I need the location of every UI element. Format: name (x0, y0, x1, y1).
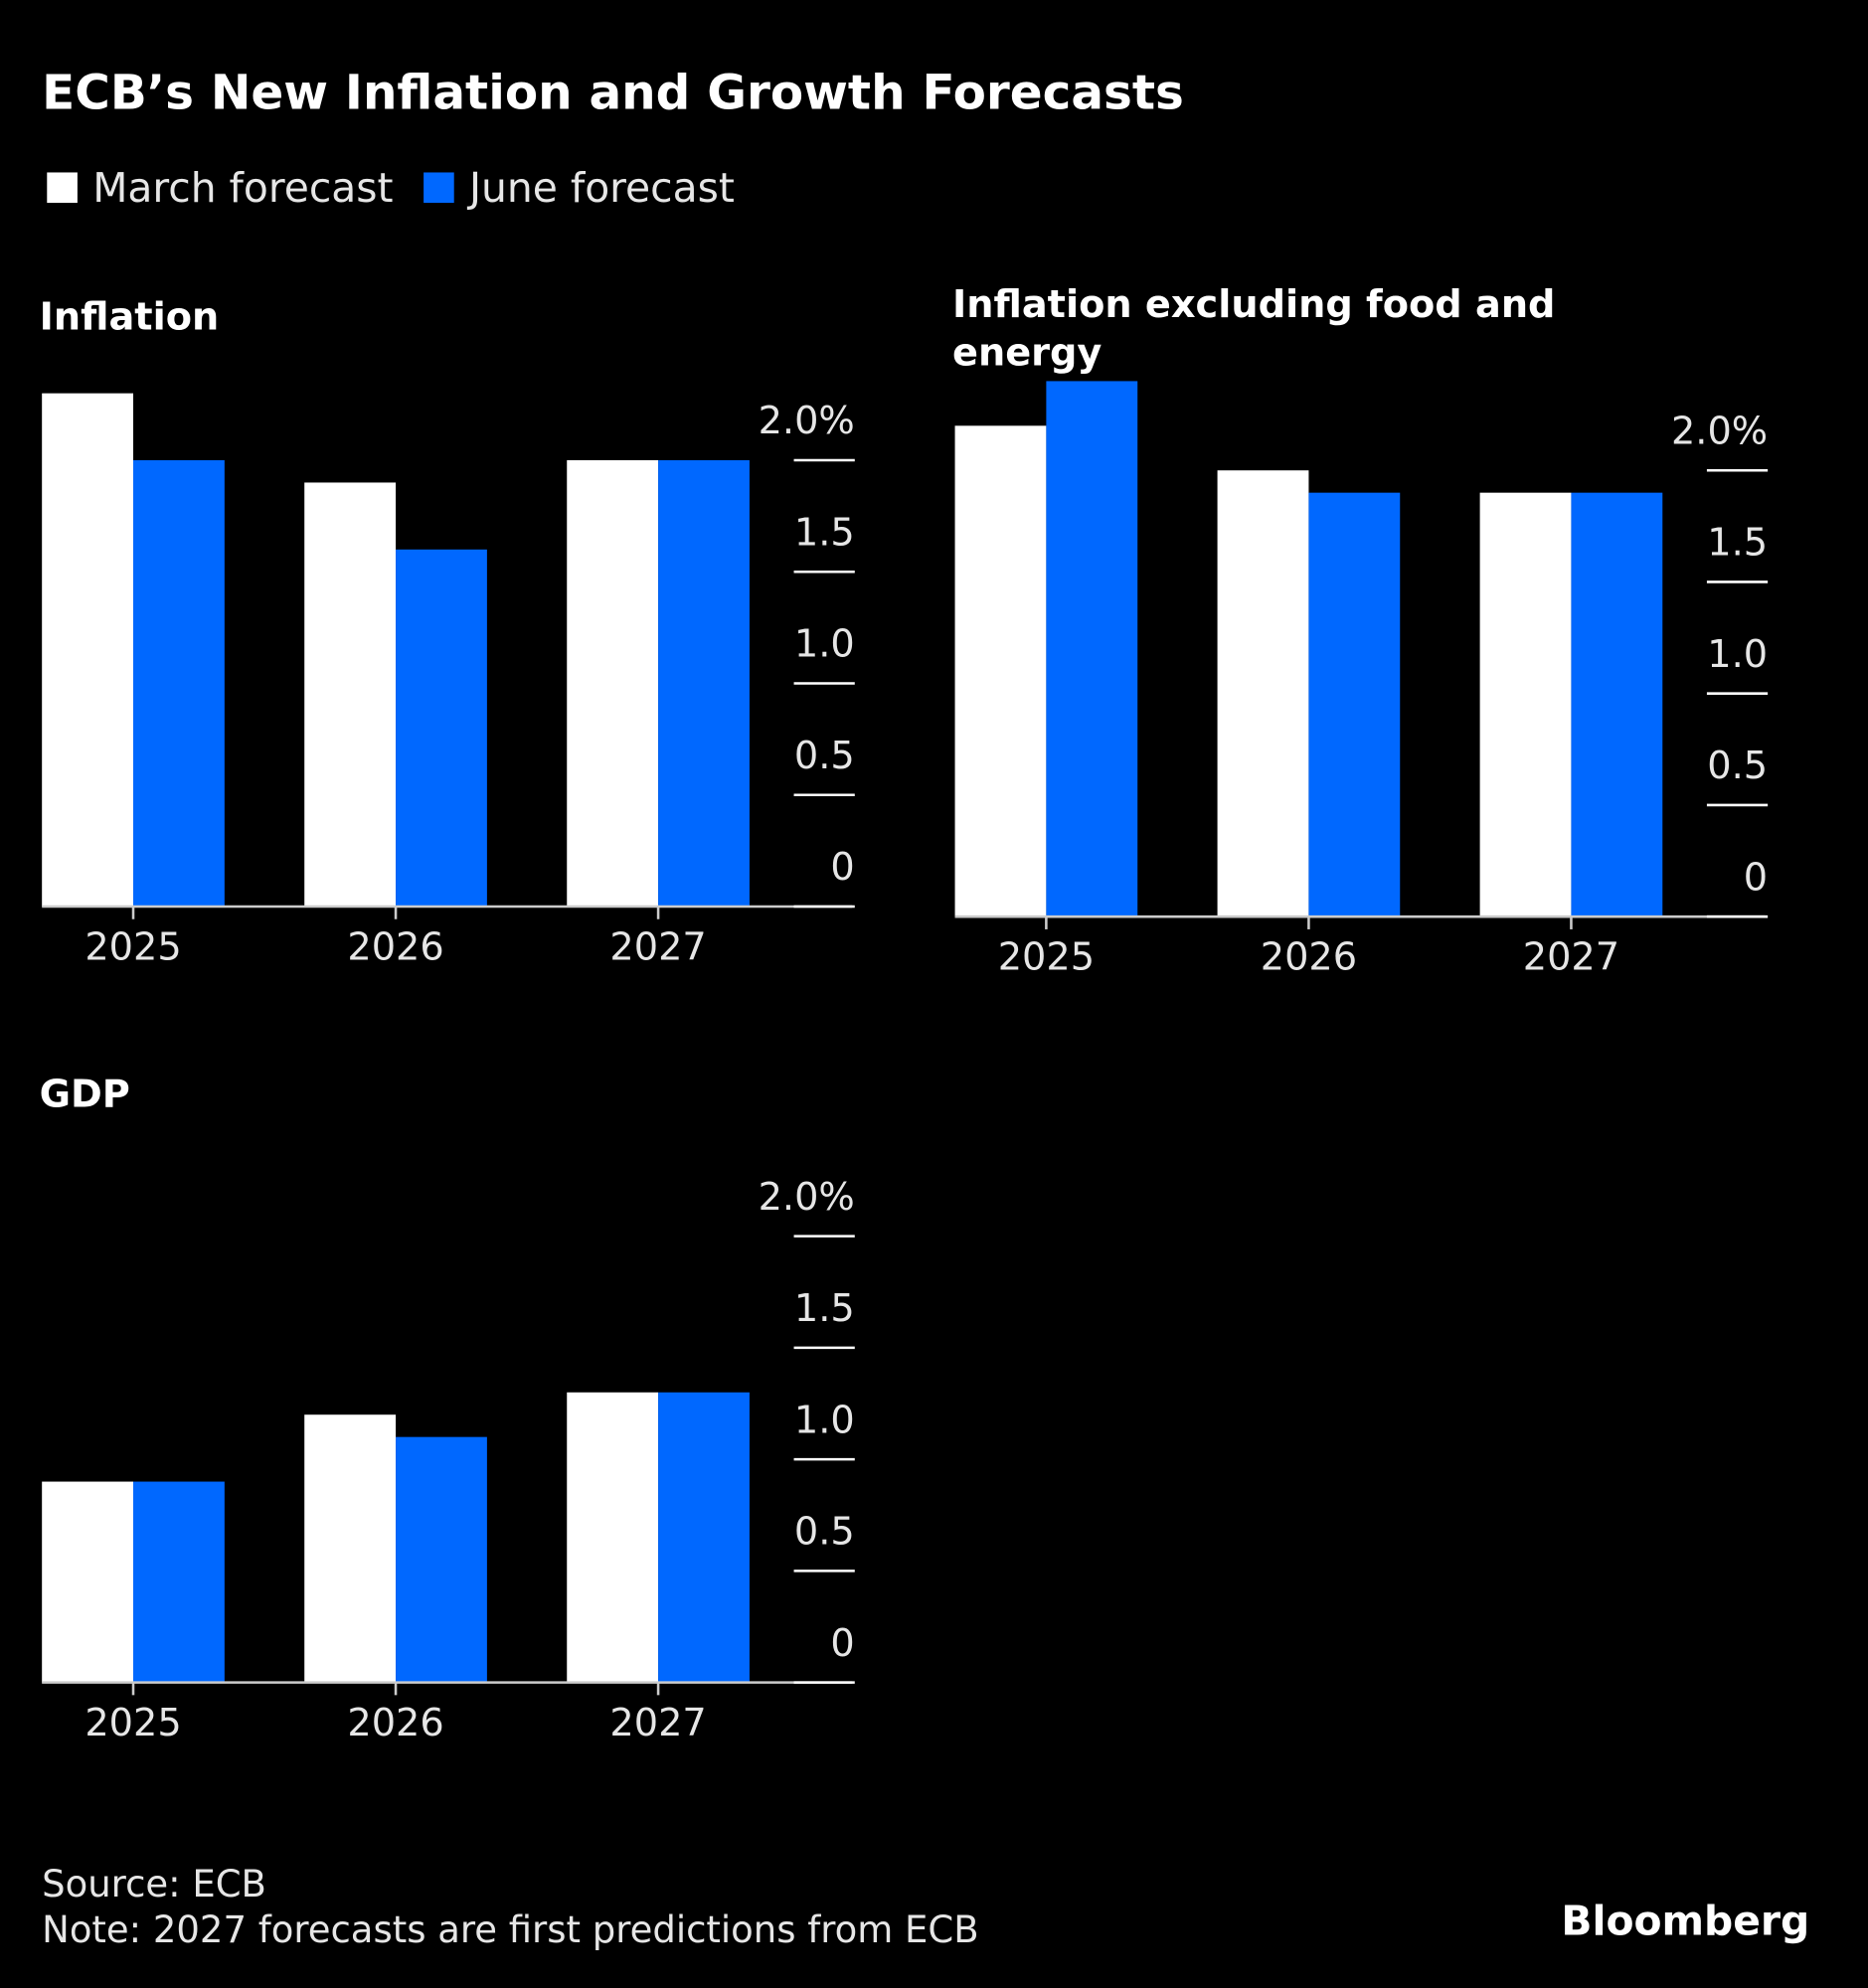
legend-swatch (424, 172, 454, 204)
bar (396, 1436, 487, 1683)
bar (304, 482, 397, 907)
bar (567, 460, 659, 907)
bar (1308, 492, 1401, 917)
x-tick-label: 2026 (347, 1701, 443, 1745)
legend-label: March forecast (92, 164, 393, 212)
y-tick-label: 0.5 (794, 734, 855, 778)
bar (1046, 381, 1138, 917)
note: Note: 2027 forecasts are first predictio… (42, 1908, 978, 1951)
x-tick-label: 2027 (609, 1701, 706, 1745)
x-tick-label: 2027 (609, 925, 706, 970)
legend-label: June forecast (466, 164, 735, 212)
chart-title: ECB’s New Inflation and Growth Forecasts (42, 66, 1184, 121)
x-tick-label: 2027 (1523, 935, 1619, 980)
panel-title: Inflation excluding food and energy (951, 282, 1556, 376)
y-tick-label: 2.0% (1671, 409, 1768, 453)
x-tick-label: 2025 (85, 1701, 181, 1745)
y-tick-label: 1.5 (794, 1286, 855, 1331)
panel-title: Inflation (39, 295, 220, 340)
bar (133, 460, 225, 907)
bar (1479, 492, 1572, 917)
x-tick-label: 2025 (85, 925, 181, 970)
y-tick-label: 0 (1744, 855, 1768, 900)
brand: Bloomberg (1561, 1897, 1809, 1944)
panel-title-box: GDP (39, 1073, 130, 1117)
x-tick-label: 2025 (998, 935, 1095, 980)
bar (304, 1414, 397, 1683)
y-tick-label: 0.5 (1707, 744, 1768, 788)
source: Source: ECB (42, 1863, 266, 1905)
bar (1571, 492, 1663, 917)
panel-title-box: Inflation excluding food and energy (951, 282, 1556, 376)
y-tick-label: 1.0 (794, 622, 855, 667)
y-tick-label: 1.0 (1707, 632, 1768, 677)
panel-title: GDP (39, 1073, 130, 1117)
bar (42, 1481, 134, 1683)
bar (396, 549, 487, 907)
y-tick-label: 0 (830, 845, 854, 890)
y-tick-label: 1.5 (1707, 521, 1768, 566)
bar (42, 393, 134, 907)
legend-swatch (47, 172, 78, 204)
x-tick-label: 2026 (1261, 935, 1357, 980)
y-tick-label: 1.5 (794, 510, 855, 555)
bar (954, 425, 1047, 917)
y-tick-label: 0 (830, 1621, 854, 1666)
y-tick-label: 0.5 (794, 1510, 855, 1555)
y-tick-label: 2.0% (759, 399, 855, 443)
y-tick-label: 2.0% (759, 1175, 855, 1220)
bar (658, 460, 750, 907)
y-tick-label: 1.0 (794, 1398, 855, 1442)
panel-title-box: Inflation (39, 295, 220, 340)
bar (567, 1392, 659, 1683)
bar (1217, 470, 1309, 917)
x-tick-label: 2026 (347, 925, 443, 970)
bar (133, 1481, 225, 1683)
bar (658, 1392, 750, 1683)
